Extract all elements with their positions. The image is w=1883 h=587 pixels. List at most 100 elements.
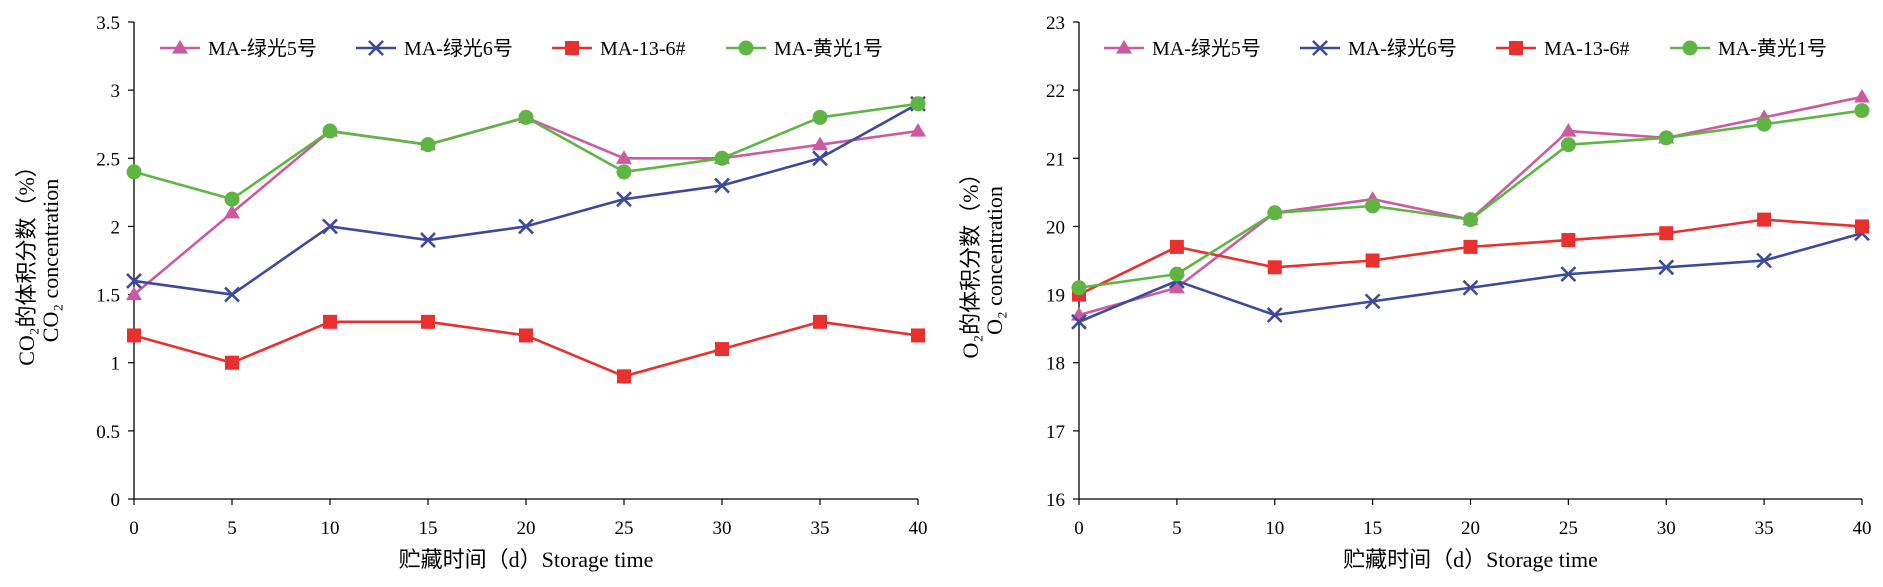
series-2-point	[126, 273, 142, 289]
x-axis-title: 贮藏时间（d）Storage time	[399, 547, 654, 572]
series-4-point	[812, 109, 828, 125]
legend: MA-绿光5号 MA-绿光6号 MA-13-6# MA-黄光1号	[160, 37, 883, 60]
series-2-point	[1560, 266, 1577, 283]
legend-item-4: MA-黄光1号	[726, 37, 883, 60]
legend-label: MA-13-6#	[600, 38, 686, 60]
legend-item-2: MA-绿光6号	[356, 37, 513, 60]
series-2-point-stroke-b	[1462, 279, 1479, 296]
x-tick-label: 35	[1755, 518, 1774, 539]
x-tick-label: 0	[129, 518, 139, 539]
series-4-point	[1071, 280, 1087, 296]
x-tick-label: 25	[615, 518, 634, 539]
x-tick-label: 5	[227, 518, 237, 539]
y-tick-label: 20	[1046, 217, 1065, 238]
series-2-point-stroke-b	[322, 218, 338, 235]
series-3-point	[225, 355, 239, 370]
x-tick-label: 10	[321, 518, 340, 539]
series-3-point	[1659, 226, 1674, 241]
series-2-point	[1658, 259, 1675, 276]
series-4-point	[1267, 205, 1283, 221]
series-3-point	[519, 328, 533, 343]
series-3-point	[1267, 260, 1282, 275]
y-tick-label: 23	[1046, 13, 1065, 34]
y-tick-label: 1.5	[96, 286, 120, 307]
legend-item-3: MA-13-6#	[552, 38, 686, 60]
series-2-point-stroke-b	[812, 150, 828, 167]
series-1-point	[910, 123, 926, 137]
y-tick-label: 0	[111, 490, 121, 511]
series-2-point-stroke-b	[1266, 307, 1283, 323]
y-axis-title-cn: CO₂的体积分数（%）	[14, 155, 39, 366]
series-4-point	[1756, 116, 1772, 132]
x-tick-label: 25	[1559, 518, 1578, 539]
series-2-point-stroke-b	[616, 191, 632, 208]
o2-line-chart: 16 17 18 19 20 21 22 23 0 5 10 15 20 25 30 35 40 贮藏时间（d）S…	[958, 13, 1872, 572]
x-tick-label: 40	[909, 518, 928, 539]
legend-swatch-marker	[172, 40, 188, 54]
y-tick-label: 1	[111, 354, 121, 375]
series-3-point	[715, 342, 729, 357]
legend-label: MA-黄光1号	[1718, 37, 1827, 60]
series-2-point	[1266, 307, 1283, 323]
x-tick-label: 10	[1265, 518, 1284, 539]
series-3-line	[1078, 218, 1863, 296]
y-axis-title-cn: O₂的体积分数（%）	[958, 163, 983, 359]
series-3-point	[1855, 219, 1869, 234]
y-tick-label: 3.5	[96, 13, 120, 34]
series-2-point	[714, 177, 730, 194]
x-tick-label: 15	[1363, 518, 1382, 539]
y-tick-label: 21	[1046, 149, 1065, 170]
series-1-point	[224, 204, 240, 219]
series-2-point	[224, 286, 240, 303]
co2-chart-panel: 0 0.5 1 1.5 2 2.5 3 3.5 0 5 10 15 20 25 30 35 40 贮藏时间（d）S…	[0, 0, 940, 587]
legend-label: MA-绿光6号	[1348, 37, 1457, 60]
series-4-point	[1365, 198, 1381, 214]
series-3-point	[1561, 233, 1576, 248]
series-2-point	[616, 191, 632, 208]
x-tick-label: 0	[1074, 518, 1084, 539]
legend-item-1: MA-绿光5号	[1104, 37, 1261, 60]
y-tick-label: 2.5	[96, 149, 120, 170]
series-4-point	[616, 164, 632, 180]
series-2-point-stroke-b	[1658, 259, 1675, 276]
legend-item-3: MA-13-6#	[1496, 38, 1630, 60]
series-4-point	[1560, 137, 1576, 153]
x-tick-label: 30	[1657, 518, 1676, 539]
series-4-point	[420, 137, 436, 153]
legend-label: MA-绿光5号	[208, 37, 317, 60]
x-tick-label: 40	[1853, 518, 1872, 539]
legend-label: MA-绿光6号	[404, 37, 513, 60]
y-tick-label: 16	[1046, 490, 1065, 511]
x-tick-label: 35	[811, 518, 830, 539]
series-4-point	[1169, 266, 1185, 282]
y-tick-label: 0.5	[96, 422, 120, 443]
series-4	[1071, 103, 1870, 296]
series-2-point-stroke-b	[1364, 293, 1381, 310]
y-tick-label: 17	[1046, 422, 1065, 443]
y-tick-label: 3	[111, 81, 121, 102]
series-2-point	[518, 218, 534, 235]
series-2-point	[420, 232, 436, 248]
legend-swatch-marker-stroke-b	[368, 40, 384, 56]
series-2-point-stroke-b	[714, 177, 730, 194]
series-3-point	[1365, 253, 1380, 268]
series-4-point	[1463, 212, 1478, 228]
series-1-point	[616, 150, 632, 164]
y-tick-label: 2	[111, 217, 121, 238]
series-4-point	[224, 191, 240, 207]
series-4-point	[714, 150, 730, 166]
co2-line-chart: 0 0.5 1 1.5 2 2.5 3 3.5 0 5 10 15 20 25 30 35 40 贮藏时间（d）S…	[14, 13, 928, 572]
series-2-point-stroke-b	[420, 232, 436, 248]
series-1-line	[133, 116, 919, 296]
series-2-point	[812, 150, 828, 167]
series-1-line	[1078, 95, 1863, 317]
legend-swatch-marker	[1116, 40, 1132, 54]
series-3-point	[911, 328, 925, 343]
series-2-line	[133, 102, 919, 296]
legend-item-1: MA-绿光5号	[160, 37, 317, 60]
series-3-point	[1463, 239, 1478, 254]
series-2-point-stroke-b	[518, 218, 534, 235]
x-tick-label: 5	[1172, 518, 1182, 539]
legend-swatch-marker	[738, 40, 754, 56]
y-tick-label: 19	[1046, 286, 1065, 307]
